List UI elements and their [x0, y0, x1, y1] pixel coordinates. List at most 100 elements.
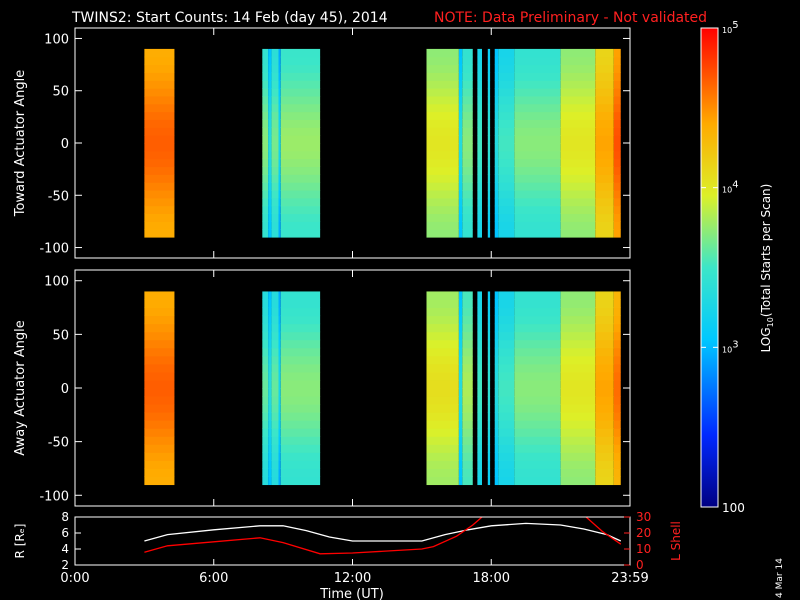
heatmap-cell [262, 291, 269, 300]
heatmap-cell [262, 323, 269, 333]
heatmap-cell [280, 355, 321, 365]
heatmap-cell [595, 396, 614, 405]
heatmap-cell [458, 444, 463, 453]
heatmap-cell [498, 412, 515, 421]
heatmap-cell [462, 315, 473, 325]
heatmap-cell [426, 315, 459, 325]
heatmap-cell [494, 404, 499, 413]
heatmap-cell [144, 444, 175, 453]
heatmap-cell [477, 135, 482, 144]
heatmap-cell [144, 307, 175, 317]
heatmap-cell [458, 205, 463, 215]
heatmap-cell [498, 221, 515, 230]
heatmap-cell [280, 404, 321, 413]
preliminary-note: NOTE: Data Preliminary - Not validated [434, 10, 707, 26]
heatmap-cell [494, 80, 499, 89]
heatmap-cell [494, 88, 499, 97]
heatmap-cell [458, 371, 463, 381]
heatmap-cell [560, 476, 596, 486]
heatmap-cell [144, 291, 175, 300]
heatmap-cell [144, 213, 175, 222]
heatmap-cell [613, 444, 621, 453]
heatmap-cell [462, 452, 473, 461]
heatmap-cell [271, 412, 279, 421]
heatmap-cell [477, 436, 482, 445]
heatmap-cell [271, 420, 279, 429]
heatmap-cell [426, 460, 459, 469]
heatmap-cell [514, 347, 561, 357]
heatmap-cell [595, 420, 614, 429]
heatmap-cell [560, 444, 596, 453]
heatmap-cell [487, 388, 491, 397]
heatmap-cell [278, 205, 281, 215]
heatmap-cell [595, 143, 614, 152]
heatmap-cell [280, 182, 321, 191]
heatmap-cell [514, 476, 561, 486]
heatmap-cell [262, 307, 269, 317]
heatmap-cell [595, 331, 614, 341]
heatmap-cell [613, 323, 621, 333]
heatmap-cell [262, 371, 269, 381]
heatmap-cell [613, 135, 621, 144]
heatmap-cell [278, 143, 281, 152]
heatmap-cell [144, 158, 175, 168]
heatmap-cell [477, 56, 482, 66]
heatmap-cell [426, 404, 459, 413]
heatmap-cell [487, 64, 491, 73]
heatmap-cell [458, 56, 463, 66]
heatmap-cell [487, 307, 491, 317]
heatmap-cell [271, 315, 279, 325]
heatmap-cell [595, 315, 614, 325]
heatmap-cell [262, 476, 269, 486]
heatmap-cell [487, 444, 491, 453]
heatmap-cell [144, 379, 175, 389]
heatmap-cell [426, 363, 459, 373]
heatmap-cell [595, 347, 614, 357]
heatmap-cell [268, 174, 272, 183]
heatmap-cell [280, 72, 321, 81]
heatmap-cell [458, 127, 463, 136]
heatmap-cell [426, 291, 459, 300]
heatmap-cell [458, 166, 463, 175]
heatmap-cell [498, 299, 515, 309]
heatmap-cell [514, 88, 561, 97]
heatmap-cell [595, 158, 614, 168]
heatmap-cell [462, 420, 473, 429]
heatmap-cell [560, 307, 596, 317]
heatmap-cell [494, 150, 499, 160]
heatmap-cell [494, 315, 499, 325]
heatmap-cell [494, 64, 499, 73]
heatmap-cell [144, 127, 175, 136]
heatmap-cell [613, 143, 621, 152]
heatmap-cell [144, 460, 175, 469]
heatmap-cell [487, 72, 491, 81]
heatmap-cell [494, 299, 499, 309]
heatmap-cell [144, 404, 175, 413]
heatmap-cell [595, 307, 614, 317]
heatmap-cell [477, 174, 482, 183]
heatmap-cell [262, 166, 269, 175]
heatmap-cell [271, 363, 279, 373]
heatmap-cell [262, 339, 269, 349]
heatmap-cell [595, 205, 614, 215]
heatmap-cell [280, 197, 321, 207]
heatmap-cell [426, 476, 459, 486]
heatmap-cell [477, 119, 482, 128]
heatmap-cell [262, 213, 269, 222]
heatmap-cell [487, 197, 491, 207]
heatmap-cell [498, 56, 515, 66]
heatmap-cell [280, 143, 321, 152]
heatmap-cell [477, 428, 482, 437]
heatmap-cell [144, 476, 175, 486]
heatmap-cell [595, 229, 614, 238]
heatmap-cell [514, 229, 561, 238]
heatmap-cell [262, 150, 269, 160]
heatmap-cell [268, 468, 272, 477]
heatmap-cell [613, 72, 621, 81]
heatmap-cell [498, 80, 515, 89]
heatmap-cell [280, 436, 321, 445]
heatmap-cell [262, 103, 269, 113]
heatmap-cell [613, 315, 621, 325]
heatmap-cell [271, 127, 279, 136]
heatmap-cell [426, 221, 459, 230]
